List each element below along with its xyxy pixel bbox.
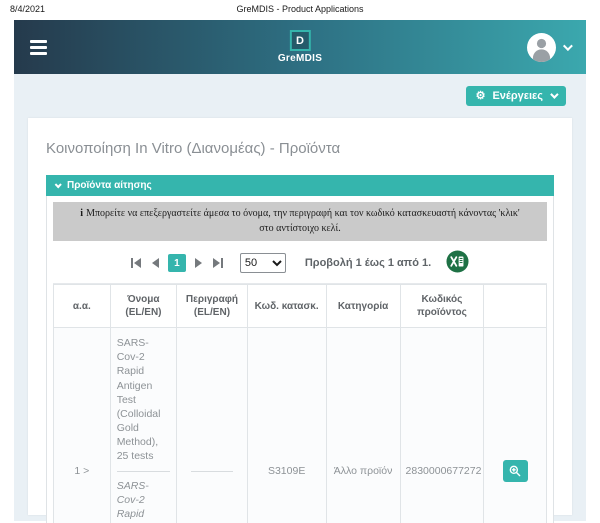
page-size-select[interactable]: 50 [239, 253, 286, 273]
product-name-en: SARS-Cov-2 Rapid Antigen Test (Colloidal… [116, 479, 153, 523]
pagination-summary: Προβολή 1 έως 1 από 1. [304, 257, 432, 269]
name-divider [116, 470, 171, 472]
avatar [527, 32, 556, 62]
current-page-button[interactable]: 1 [167, 254, 186, 272]
print-header: 8/4/2021 GreMDIS - Product Applications [0, 0, 600, 20]
app-name-label: GreMDIS [277, 53, 323, 64]
chevron-down-icon [54, 181, 62, 189]
main-content: ⚙ Ενέργειες Κοινοποίηση In Vitro (Διανομ… [14, 74, 586, 523]
actions-button[interactable]: ⚙ Ενέργειες [465, 86, 566, 106]
top-navigation-bar: D GreMDIS [14, 20, 586, 74]
header-name: Όνομα (EL/EN) [109, 284, 178, 328]
first-page-button[interactable] [130, 258, 142, 268]
header-actions [483, 284, 547, 328]
last-page-icon [212, 258, 223, 268]
description-divider [190, 470, 234, 472]
app-shell: D GreMDIS ⚙ Ενέργειες Κοινοποίηση In Vit… [14, 20, 586, 523]
excel-export-button[interactable] [446, 250, 469, 276]
excel-icon [446, 250, 469, 273]
header-category: Κατηγορία [325, 284, 401, 328]
products-table: α.α. Όνομα (EL/EN) Περιγραφή (EL/EN) Κωδ… [53, 284, 547, 523]
cell-description-editable[interactable] [176, 326, 248, 523]
next-page-icon [194, 258, 202, 268]
print-date: 8/4/2021 [10, 4, 46, 14]
cogs-icon: ⚙ [475, 89, 486, 102]
cell-manufacturer-code-editable[interactable]: S3109E [246, 326, 327, 523]
header-description: Περιγραφή (EL/EN) [176, 284, 248, 328]
user-icon [532, 38, 551, 62]
info-banner: i Μπορείτε να επεξεργαστείτε άμεσα το όνο… [53, 202, 547, 241]
products-panel: Προϊόντα αίτησης i Μπορείτε να επεξεργαστ… [46, 175, 554, 523]
hamburger-menu-button[interactable] [30, 39, 47, 55]
info-icon: i [80, 208, 84, 219]
previous-page-icon [151, 258, 159, 268]
previous-page-button[interactable] [151, 258, 159, 268]
panel-body: i Μπορείτε να επεξεργαστείτε άμεσα το όνο… [46, 196, 554, 523]
first-page-icon [130, 258, 141, 268]
page-title: Κοινοποίηση In Vitro (Διανομέας) - Προϊό… [46, 140, 341, 157]
actions-row: ⚙ Ενέργειες [14, 86, 586, 106]
cell-product-code: 2830000677272 [399, 326, 485, 523]
header-product-code: Κωδικός προϊόντος [399, 284, 485, 328]
header-manufacturer-code: Κωδ. κατασκ. [246, 284, 327, 328]
pagination-toolbar: 1 50 [53, 241, 547, 284]
header-index: α.α. [53, 284, 111, 328]
user-menu-button[interactable] [527, 32, 573, 62]
next-page-button[interactable] [194, 258, 203, 268]
search-plus-icon [509, 465, 521, 477]
panel-header-toggle[interactable]: Προϊόντα αίτησης [46, 175, 554, 196]
app-logo: D GreMDIS [278, 30, 322, 64]
cell-name-editable[interactable]: SARS-Cov-2 Rapid Antigen Test (Colloidal… [109, 326, 178, 523]
print-page-title: GreMDIS - Product Applications [236, 4, 364, 14]
actions-button-label: Ενέργειες [492, 90, 543, 102]
cell-index: 1 > [53, 326, 111, 523]
info-text: Μπορείτε να επεξεργαστείτε άμεσα το όνομ… [86, 208, 520, 234]
chevron-down-icon [562, 40, 573, 51]
hamburger-icon [30, 39, 47, 43]
cell-actions [483, 326, 547, 523]
row-details-button[interactable] [502, 459, 528, 482]
last-page-button[interactable] [212, 258, 223, 268]
panel-title: Προϊόντα αίτησης [67, 180, 152, 191]
cell-category: Άλλο προϊόν [325, 326, 401, 523]
table-row: 1 > SARS-Cov-2 Rapid Antigen Test (Collo… [53, 326, 547, 523]
logo-letter: D [289, 30, 311, 51]
chevron-down-icon [550, 90, 559, 99]
product-name-el: SARS-Cov-2 Rapid Antigen Test (Colloidal… [116, 337, 161, 463]
table-header-row: α.α. Όνομα (EL/EN) Περιγραφή (EL/EN) Κωδ… [53, 284, 547, 328]
content-card: Κοινοποίηση In Vitro (Διανομέας) - Προϊό… [28, 118, 572, 523]
